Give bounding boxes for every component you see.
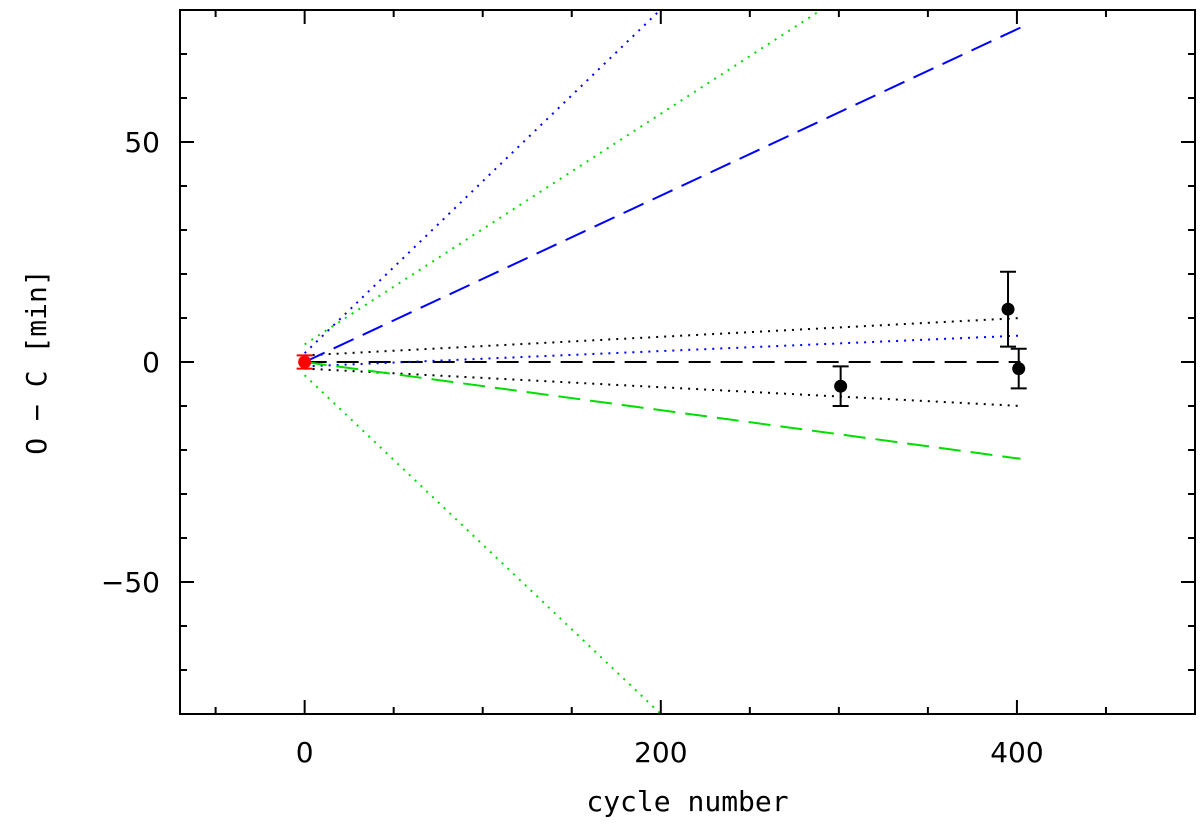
x-tick-label: 0 [296,736,314,769]
y-tick-label: −50 [101,566,160,599]
plot-frame [179,9,1196,715]
model-line-6 [304,361,1021,460]
x-tick-label: 400 [990,736,1043,769]
y-tick-label: 0 [142,346,160,379]
x-axis-label: cycle number [586,785,788,818]
model-lines [303,10,1021,714]
model-line-4 [303,10,662,354]
point-marker [298,355,312,369]
y-tick-label: 50 [124,126,160,159]
data-point-2 [1000,270,1017,348]
y-axis-label: O − C [min] [20,269,53,454]
model-line-1 [304,317,1021,357]
x-tick-label: 200 [634,736,687,769]
axes: 0 200 400 −50 0 50 [101,9,1196,769]
data-point-1 [832,365,849,407]
data-points [296,270,1027,407]
data-point-0 [296,354,313,370]
point-marker [834,379,848,393]
point-marker [1012,362,1026,376]
model-line-2 [304,367,1021,407]
model-line-7 [304,10,822,346]
model-line-3 [304,26,1021,363]
model-line-8 [303,374,662,714]
data-point-3 [1010,347,1027,390]
point-marker [1001,302,1015,316]
